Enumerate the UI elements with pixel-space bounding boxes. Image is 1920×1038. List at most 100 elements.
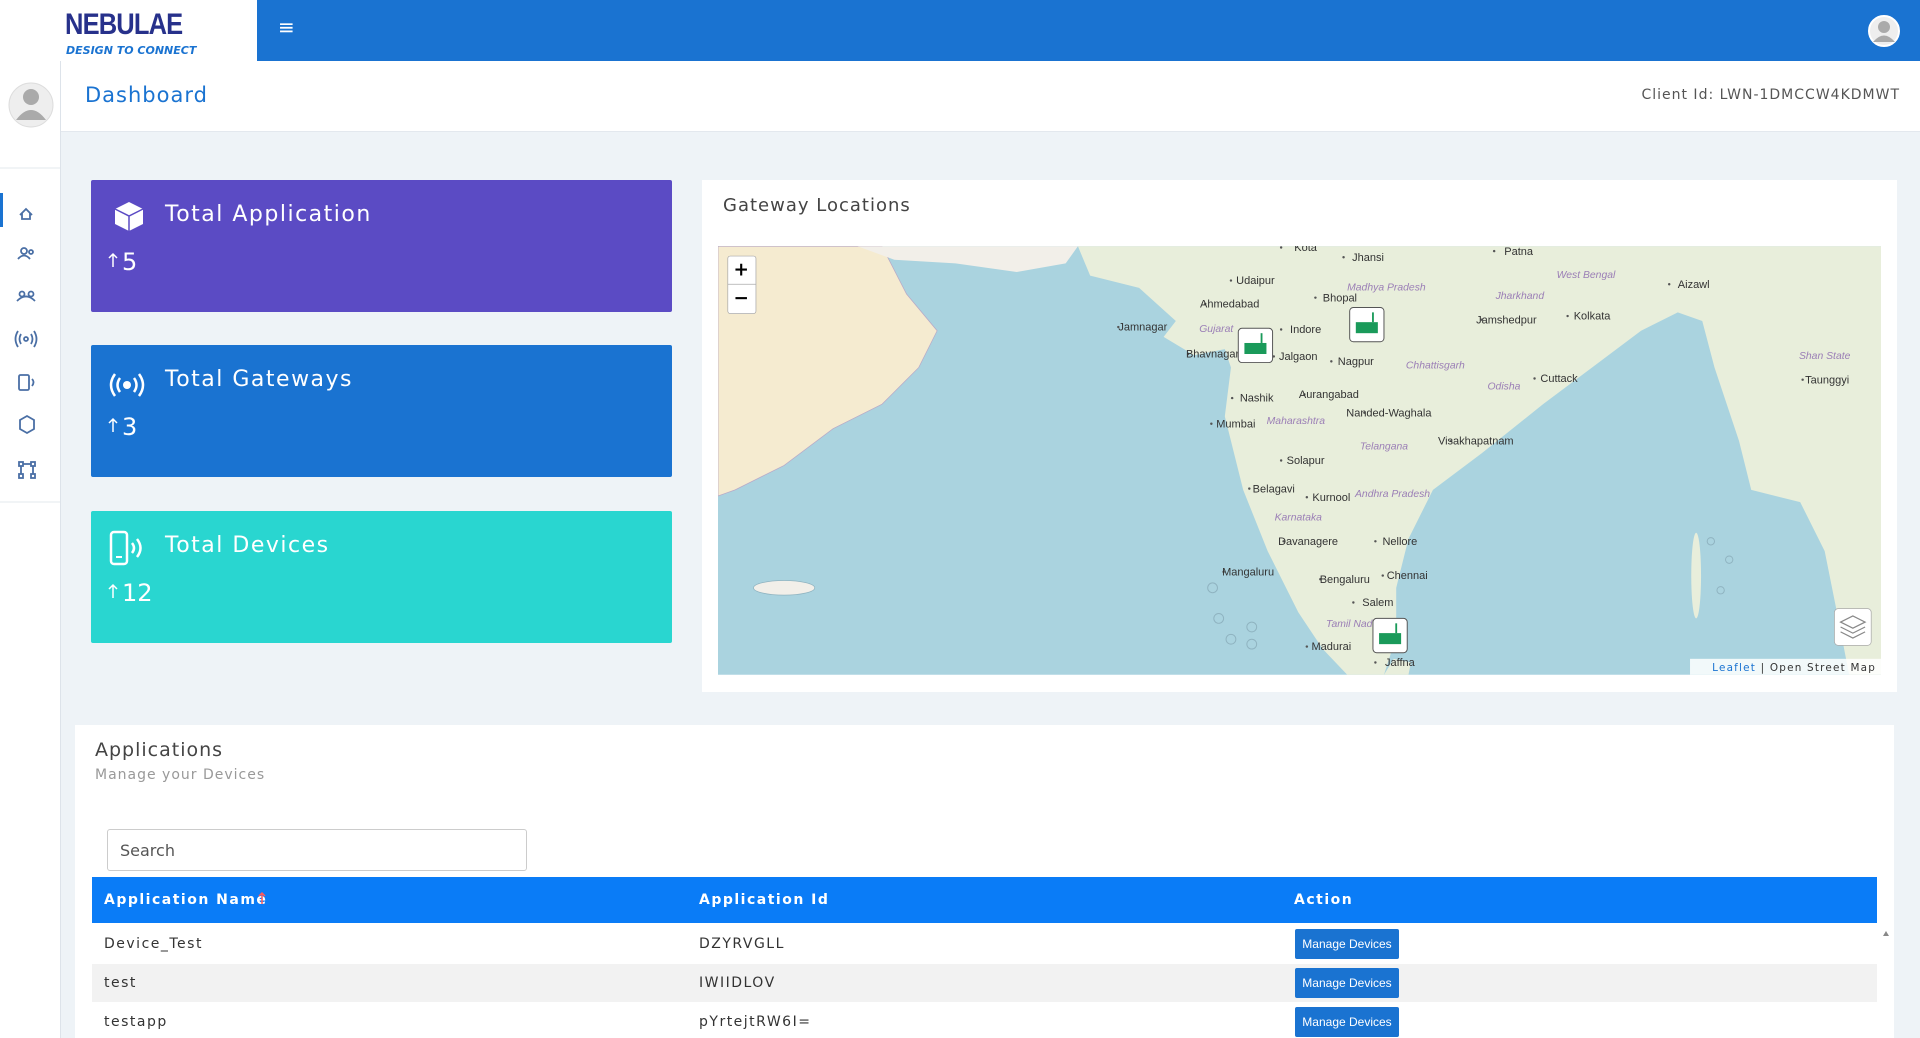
marker-icon xyxy=(1244,342,1267,354)
section-title: Applications xyxy=(95,739,224,761)
map-region-label: Jharkhand xyxy=(1495,291,1546,302)
map-city-label: Patna xyxy=(1504,246,1534,258)
marker-icon xyxy=(1355,322,1378,334)
gateway-marker[interactable] xyxy=(1372,617,1408,654)
manage-devices-button[interactable]: Manage Devices xyxy=(1295,968,1399,998)
sidebar xyxy=(0,0,61,1038)
user-avatar[interactable] xyxy=(1868,15,1900,47)
map-region-label: Tamil Nadu xyxy=(1326,619,1378,630)
map-city-dot xyxy=(1533,377,1536,380)
map-city-dot xyxy=(1801,378,1804,381)
table-cell: IWIIDLOV xyxy=(699,975,776,991)
map-city-label: Bhavnagar xyxy=(1186,349,1240,361)
map-city-dot xyxy=(1314,296,1317,299)
column-header[interactable]: Application Name xyxy=(104,892,268,908)
search-input[interactable]: Search xyxy=(107,829,527,871)
card-title: Total Application xyxy=(165,202,372,227)
search-placeholder: Search xyxy=(120,841,175,860)
map-city-dot xyxy=(1330,360,1333,363)
column-header[interactable]: Application Id xyxy=(699,892,830,908)
map-city-label: Davanagere xyxy=(1278,536,1338,548)
map-region-label: West Bengal xyxy=(1557,270,1616,281)
client-id: Client Id: LWN-1DMCCW4KDMWT xyxy=(1641,87,1900,103)
map-city-label: Visakhapatnam xyxy=(1438,436,1514,448)
map-city-label: Nellore xyxy=(1382,536,1417,548)
table-cell: test xyxy=(104,975,137,991)
map-city-dot xyxy=(1229,279,1233,282)
menu-toggle[interactable]: ≡ xyxy=(278,15,295,39)
card-title: Total Devices xyxy=(165,533,330,558)
map-city-dot xyxy=(1480,318,1484,321)
map-city-dot xyxy=(1230,396,1234,400)
card: Total Devices 12 xyxy=(91,511,672,643)
map-city-label: Solapur xyxy=(1287,455,1325,467)
map-region-label: Madhya Pradesh xyxy=(1347,282,1426,293)
map-city-label: Mangaluru xyxy=(1222,567,1274,579)
map-city-label: Bhopal xyxy=(1323,292,1357,304)
map-city-label: Jhansi xyxy=(1352,252,1384,264)
zoom-in[interactable]: + xyxy=(734,260,749,281)
map-city-dot xyxy=(1117,325,1120,329)
map-attribution: Leaflet | Open Street Map xyxy=(1712,662,1876,674)
scrollbar[interactable] xyxy=(1880,925,1892,1038)
map-city-label: Jaffna xyxy=(1385,657,1416,669)
map-city-label: Mumbai xyxy=(1216,418,1255,430)
section-subtitle: Manage your Devices xyxy=(95,767,266,783)
map-city-dot xyxy=(1450,439,1453,443)
map-city-dot xyxy=(1363,411,1366,414)
title-bar: Dashboard Client Id: LWN-1DMCCW4KDMWT xyxy=(61,61,1920,132)
marker-icon xyxy=(1379,633,1402,645)
map-city-label: Nashik xyxy=(1240,393,1274,405)
map-city-label: Belagavi xyxy=(1253,483,1295,495)
map[interactable]: + − Leaflet | Open Street Map Madhya Pra… xyxy=(718,246,1881,675)
logo-tagline: DESIGN TO CONNECT xyxy=(66,44,197,57)
map-city-label: Chennai xyxy=(1387,570,1428,582)
card-value: 12 xyxy=(122,579,153,607)
map-region-label: Maharashtra xyxy=(1267,416,1326,427)
sidebar-icons xyxy=(0,82,60,503)
map-region-label: Gujarat xyxy=(1199,324,1234,335)
map-region-label: Shan State xyxy=(1799,351,1851,362)
logo-area: NEBULAE DESIGN TO CONNECT xyxy=(0,0,257,61)
map-city-dot xyxy=(1492,249,1496,253)
map-city-label: Nagpur xyxy=(1338,356,1374,368)
table-row: testapp pYrtejtRW6I= Manage Devices xyxy=(92,1003,1877,1038)
map-city-dot xyxy=(1186,352,1190,356)
map-city-dot xyxy=(1342,256,1345,259)
map-region-label: Karnataka xyxy=(1275,512,1323,523)
attribution-text: | Open Street Map xyxy=(1761,662,1876,674)
table-row: test IWIIDLOV Manage Devices xyxy=(92,964,1877,1002)
map-city-dot xyxy=(1222,570,1225,574)
zoom-out[interactable]: − xyxy=(734,288,749,309)
table-cell: testapp xyxy=(104,1014,168,1030)
map-region-label: Chhattisgarh xyxy=(1406,361,1465,372)
gateway-marker[interactable] xyxy=(1237,327,1274,364)
map-city-label: Bengaluru xyxy=(1320,574,1370,586)
table-row: Device_Test DZYRVGLL Manage Devices xyxy=(92,925,1877,963)
attribution-link[interactable]: Leaflet xyxy=(1712,662,1756,674)
trend-arrow xyxy=(108,252,118,267)
map-title: Gateway Locations xyxy=(723,195,911,216)
sort-indicator xyxy=(258,891,266,904)
column-header[interactable]: Action xyxy=(1294,892,1354,908)
manage-devices-button[interactable]: Manage Devices xyxy=(1295,1007,1399,1037)
map-city-label: Salem xyxy=(1362,597,1393,609)
map-city-dot xyxy=(1210,422,1213,425)
map-city-label: Jamshedpur xyxy=(1476,314,1537,326)
gateway-marker[interactable] xyxy=(1349,306,1385,343)
map-city-dot xyxy=(1374,540,1377,543)
top-bar: ≡ xyxy=(257,0,1920,61)
map-city-dot xyxy=(1279,328,1283,331)
map-city-label: Nanded-Waghala xyxy=(1346,407,1432,419)
map-region-label: Andhra Pradesh xyxy=(1354,489,1430,500)
map-city-dot xyxy=(1303,393,1306,396)
manage-devices-button[interactable]: Manage Devices xyxy=(1295,929,1399,959)
map-city-dot xyxy=(1381,574,1384,577)
map-region-label: Odisha xyxy=(1487,381,1520,392)
card-value: 5 xyxy=(122,248,138,276)
map-city-dot xyxy=(1279,246,1283,249)
map-city-label: Indore xyxy=(1290,324,1321,336)
map-city-dot xyxy=(1305,496,1309,499)
map-city-dot xyxy=(1305,645,1309,648)
